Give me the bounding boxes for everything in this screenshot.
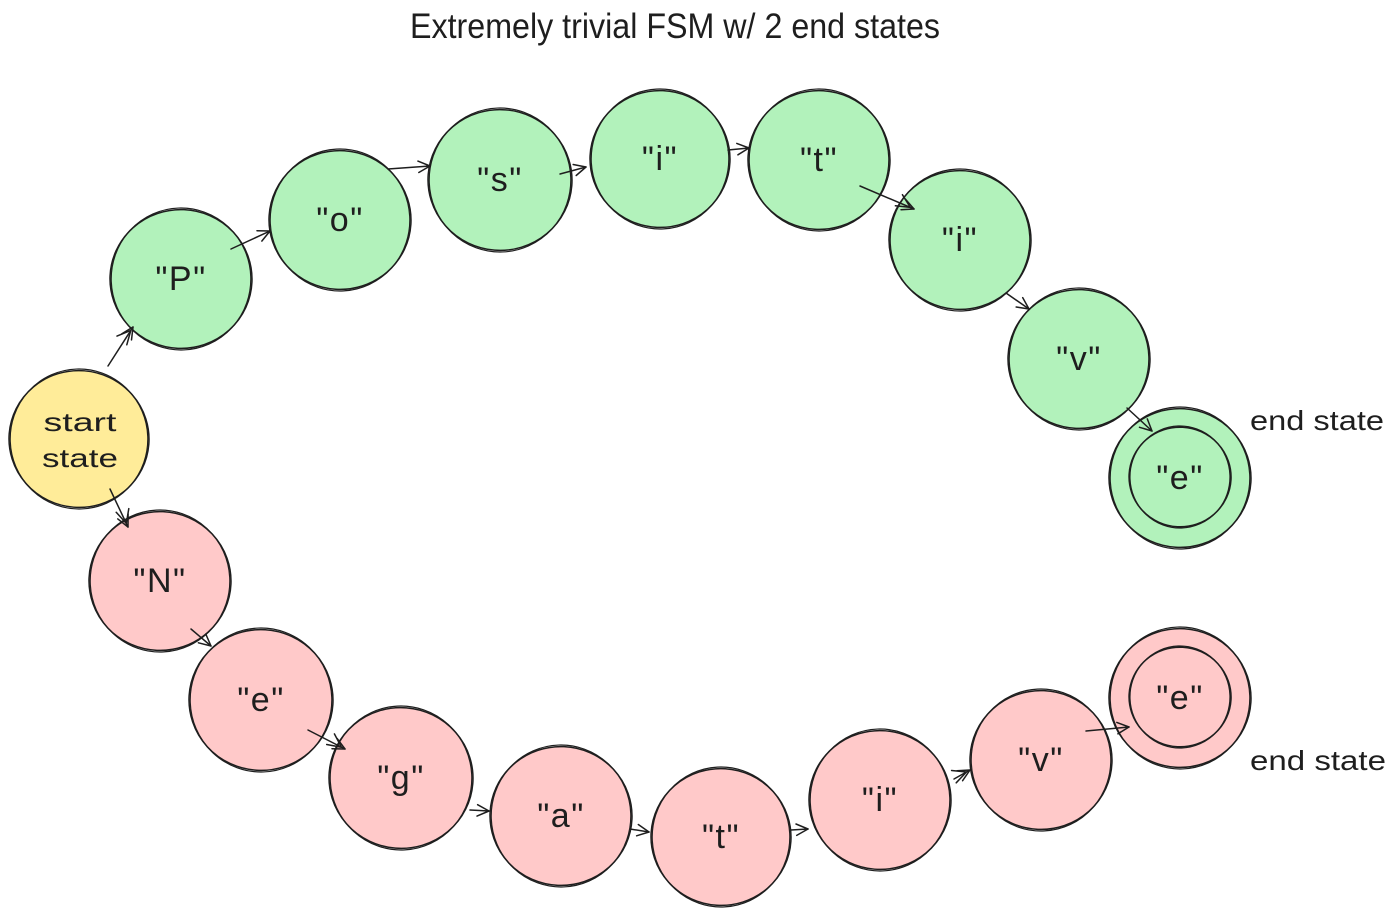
svg-text:end state: end state bbox=[1250, 405, 1384, 436]
svg-text:start: start bbox=[44, 407, 118, 437]
svg-text:"i": "i" bbox=[942, 221, 978, 259]
svg-text:Extremely trivial FSM w/ 2 end: Extremely trivial FSM w/ 2 end states bbox=[410, 7, 940, 46]
svg-text:"i": "i" bbox=[862, 781, 898, 819]
svg-text:"a": "a" bbox=[537, 797, 585, 835]
svg-text:"o": "o" bbox=[316, 201, 364, 239]
svg-text:"e": "e" bbox=[1156, 459, 1204, 497]
svg-text:"t": "t" bbox=[702, 818, 740, 856]
svg-text:state: state bbox=[42, 443, 118, 473]
svg-text:"t": "t" bbox=[800, 141, 838, 179]
svg-text:"e": "e" bbox=[1156, 679, 1204, 717]
svg-text:"P": "P" bbox=[155, 260, 206, 298]
svg-text:"s": "s" bbox=[477, 161, 523, 199]
svg-text:"v": "v" bbox=[1056, 340, 1102, 378]
svg-text:"i": "i" bbox=[642, 140, 678, 178]
svg-text:"N": "N" bbox=[133, 562, 186, 600]
svg-text:end state: end state bbox=[1250, 745, 1386, 776]
svg-text:"g": "g" bbox=[377, 759, 425, 797]
svg-text:"v": "v" bbox=[1018, 741, 1064, 779]
svg-text:"e": "e" bbox=[237, 681, 285, 719]
